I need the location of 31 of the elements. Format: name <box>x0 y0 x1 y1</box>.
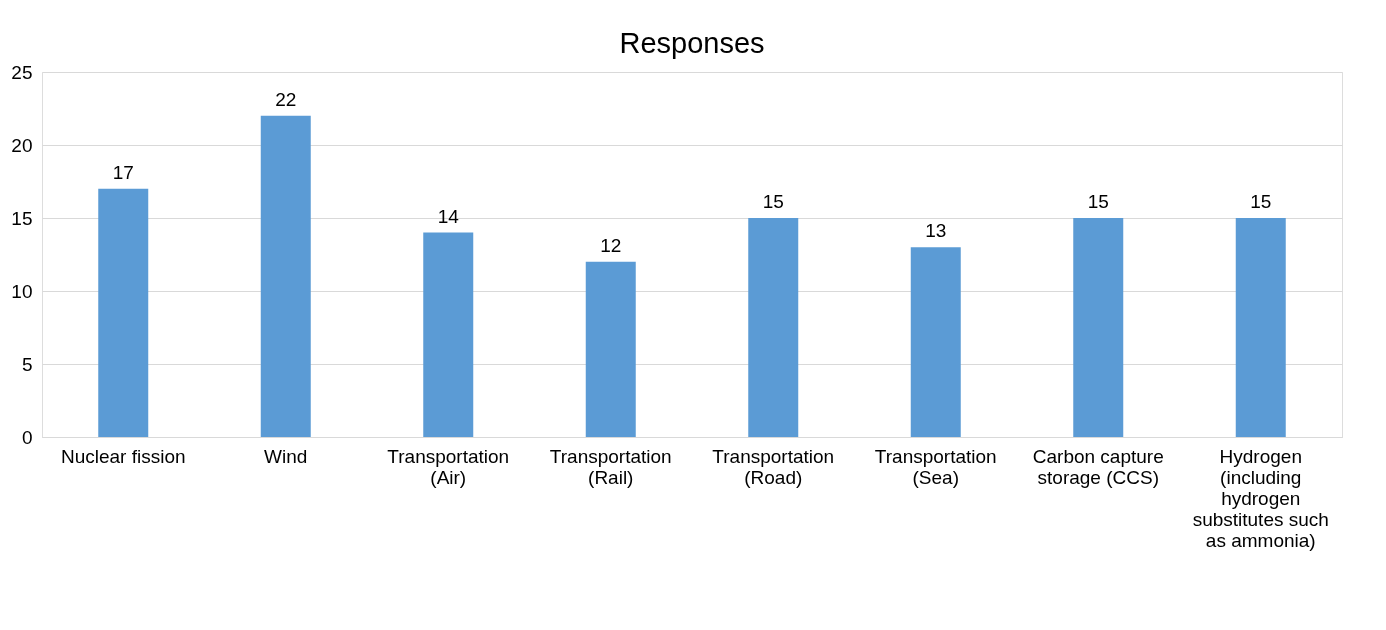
y-tick-label: 20 <box>11 134 33 156</box>
x-tick-label: Wind <box>264 445 308 467</box>
data-label: 17 <box>112 161 134 183</box>
x-tick-label: Transportation (Sea) <box>874 445 997 488</box>
y-tick-label: 25 <box>11 61 33 83</box>
chart-title: Responses <box>619 27 765 59</box>
bar <box>98 188 149 437</box>
data-label: 14 <box>437 205 460 227</box>
x-tick-label: Transportation (Road) <box>712 445 835 488</box>
bar <box>748 218 799 437</box>
bar <box>910 247 961 437</box>
bar <box>585 261 636 437</box>
y-tick-label: 5 <box>21 353 33 375</box>
data-label: 13 <box>925 220 947 242</box>
y-tick-label: 0 <box>21 426 33 448</box>
x-tick-label: Transportation (Rail) <box>549 445 672 488</box>
bar <box>1073 218 1124 437</box>
data-label: 15 <box>1087 191 1109 212</box>
data-label: 15 <box>762 191 784 212</box>
y-tick-label: 15 <box>11 207 33 229</box>
bar <box>423 232 474 437</box>
x-tick-label: Transportation (Air) <box>387 445 510 488</box>
x-tick-label: Nuclear fission <box>60 445 186 467</box>
x-tick-label: Hydrogen (including hydrogen substitutes such as ammonia) <box>1192 445 1329 551</box>
bar <box>260 115 311 437</box>
y-tick-label: 10 <box>11 280 33 302</box>
data-label: 22 <box>275 88 297 110</box>
bar <box>1235 218 1286 437</box>
data-label: 15 <box>1250 191 1272 212</box>
x-tick-label: Carbon capture storage (CCS) <box>1032 445 1164 488</box>
data-label: 12 <box>600 234 622 256</box>
